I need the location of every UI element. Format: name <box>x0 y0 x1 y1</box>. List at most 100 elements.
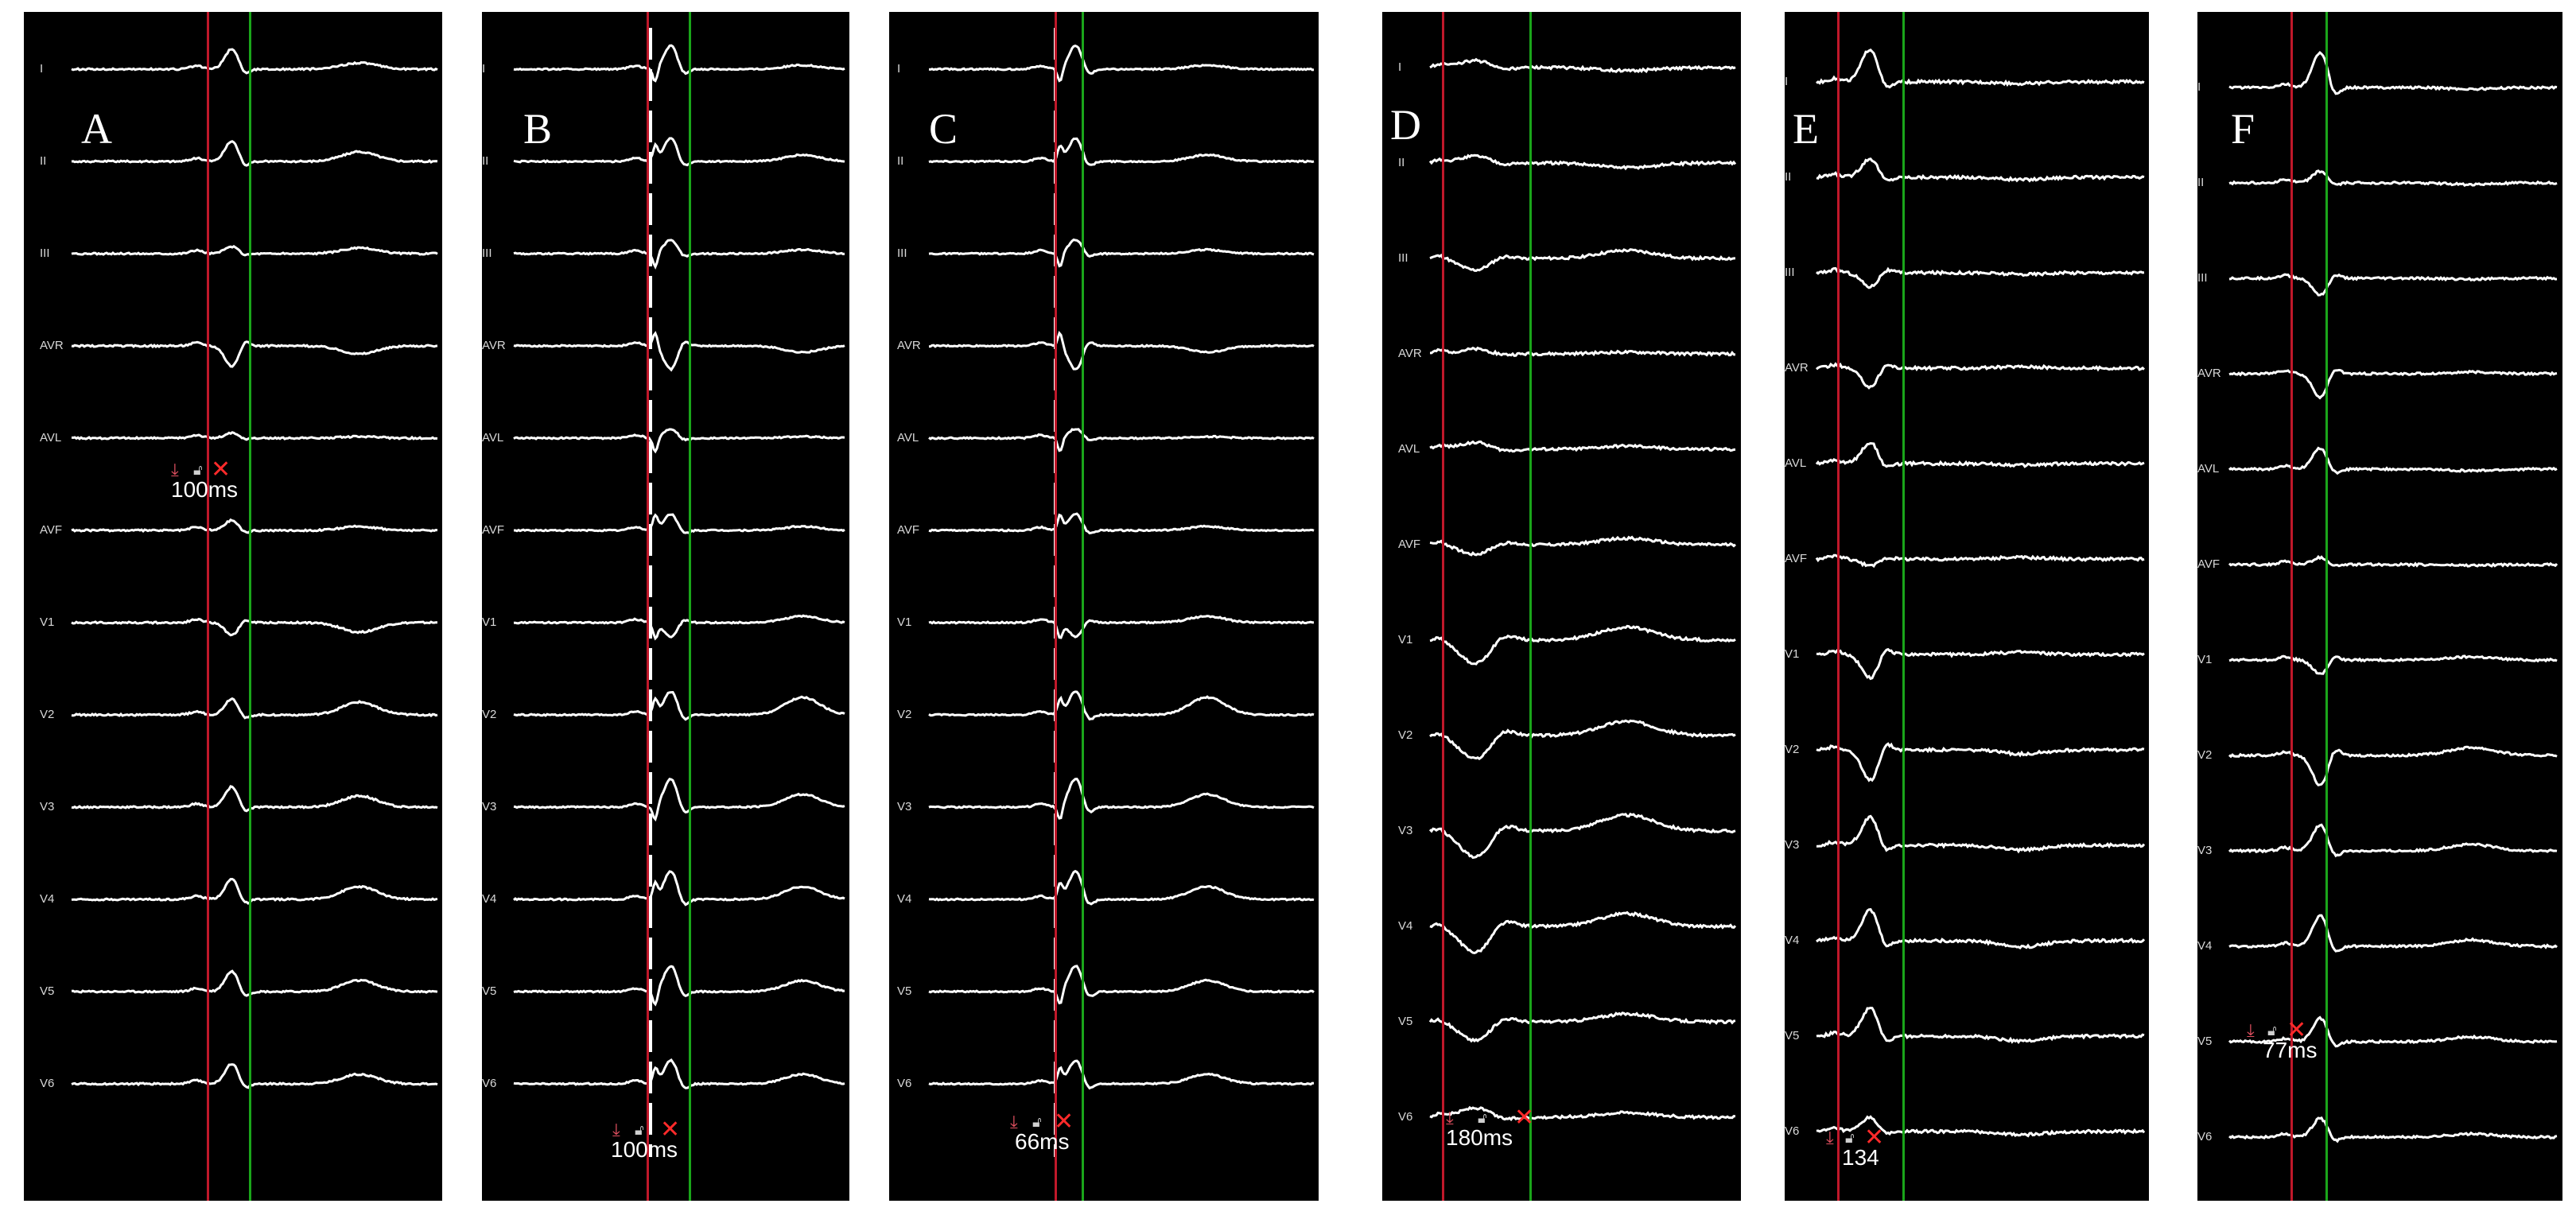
lock-icon[interactable]: 🔓︎ <box>1478 1110 1487 1126</box>
lead-label-iii: III <box>897 247 907 260</box>
close-icon[interactable]: ✕ <box>1054 1108 1074 1135</box>
panel-letter: D <box>1390 101 1421 149</box>
ecg-trace-v3 <box>1816 814 2146 854</box>
ecg-panel-c: C ⤓ 🔓︎ ✕ 66ms I II III AVR AVL AVF V1 V2 V3 V4 V5 V… <box>889 12 1319 1201</box>
lead-label-i: I <box>482 62 486 76</box>
ecg-trace-i <box>928 44 1315 83</box>
ecg-trace-v3 <box>71 785 438 813</box>
lead-label-avr: AVR <box>40 339 64 352</box>
ecg-trace-avr <box>2228 368 2558 400</box>
lead-label-ii: II <box>897 154 904 168</box>
green-marker-line[interactable] <box>249 12 251 1201</box>
green-marker-line[interactable] <box>2325 12 2328 1201</box>
download-icon[interactable]: ⤓ <box>612 1120 620 1140</box>
ecg-trace-i <box>1816 48 2145 89</box>
lead-label-v1: V1 <box>2197 653 2213 666</box>
green-marker-line[interactable] <box>1902 12 1905 1201</box>
ecg-trace-ii <box>513 137 845 167</box>
lead-label-ii: II <box>1398 156 1405 169</box>
close-icon[interactable]: ✕ <box>660 1116 681 1143</box>
download-icon[interactable]: ⤓ <box>1446 1108 1454 1128</box>
lock-icon[interactable]: 🔓︎ <box>193 462 203 478</box>
ecg-panel-a: A ⤓ 🔓︎ ✕ 100ms I II III AVR AVL AVF V1 V2 V3 V4 V5… <box>24 12 442 1201</box>
download-icon[interactable]: ⤓ <box>2247 1020 2255 1040</box>
ecg-trace-v1 <box>1429 624 1736 666</box>
ecg-trace-v1 <box>1816 647 2145 681</box>
panel-letter: E <box>1793 105 1819 153</box>
measurement-caliper[interactable]: ⤓ 🔓︎ ✕ 66ms <box>1010 1108 1105 1153</box>
lead-label-v1: V1 <box>482 615 497 629</box>
download-icon[interactable]: ⤓ <box>1826 1128 1834 1147</box>
lead-label-avf: AVF <box>2197 557 2220 571</box>
panel-letter: A <box>81 105 112 153</box>
ecg-trace-avf <box>1815 553 2145 569</box>
green-marker-line[interactable] <box>1082 12 1084 1201</box>
lead-label-v3: V3 <box>40 800 55 813</box>
download-icon[interactable]: ⤓ <box>1010 1112 1018 1132</box>
close-icon[interactable]: ✕ <box>1514 1105 1535 1131</box>
measurement-caliper[interactable]: ⤓ 🔓︎ ✕ 134 <box>1826 1124 1906 1169</box>
red-marker-line[interactable] <box>1055 12 1057 1201</box>
close-icon[interactable]: ✕ <box>2287 1017 2307 1043</box>
ecg-trace-v4 <box>928 869 1315 906</box>
green-marker-line[interactable] <box>1529 12 1532 1201</box>
close-icon[interactable]: ✕ <box>211 456 231 483</box>
ecg-panel-b: B ⤓ 🔓︎ ✕ 100ms I II III AVR AVL AVF V1 V2 V3 V4 V5… <box>482 12 849 1201</box>
ecg-trace-v6 <box>71 1063 438 1089</box>
lead-label-v4: V4 <box>40 892 55 906</box>
green-marker-line[interactable] <box>689 12 691 1201</box>
lead-label-v3: V3 <box>897 800 912 813</box>
ecg-trace-iii <box>1816 266 2145 289</box>
ecg-trace-avf <box>514 513 845 534</box>
lead-label-iii: III <box>482 247 492 260</box>
ecg-trace-iii <box>513 239 845 270</box>
panel-letter: F <box>2231 105 2255 153</box>
lead-label-avf: AVF <box>482 523 505 537</box>
lead-label-v5: V5 <box>482 984 497 998</box>
panel-letter: C <box>929 105 958 153</box>
lead-label-v2: V2 <box>2197 748 2213 762</box>
ecg-trace-v4 <box>71 877 438 905</box>
red-marker-line[interactable] <box>2290 12 2293 1201</box>
lead-label-v4: V4 <box>1785 934 1800 947</box>
lead-label-v4: V4 <box>482 892 497 906</box>
interval-value: 100ms <box>611 1137 678 1162</box>
lead-label-v4: V4 <box>1398 919 1413 933</box>
close-icon[interactable]: ✕ <box>1864 1124 1885 1151</box>
ecg-trace-v2 <box>2228 745 2558 786</box>
ecg-trace-avl <box>2228 446 2558 476</box>
lead-label-avr: AVR <box>1785 361 1809 375</box>
lock-icon[interactable]: 🔓︎ <box>1032 1114 1042 1130</box>
ecg-trace-avl <box>513 428 845 454</box>
measurement-caliper[interactable]: ⤓ 🔓︎ ✕ 100ms <box>611 1116 716 1161</box>
lock-icon[interactable]: 🔓︎ <box>1845 1130 1855 1146</box>
ecg-trace-v5 <box>2228 1015 2558 1048</box>
ecg-traces <box>513 28 845 1157</box>
red-marker-line[interactable] <box>1442 12 1444 1201</box>
lead-label-v6: V6 <box>482 1077 497 1090</box>
ecg-trace-i <box>1429 57 1736 74</box>
measurement-caliper[interactable]: ⤓ 🔓︎ ✕ 180ms <box>1446 1105 1549 1149</box>
measurement-caliper[interactable]: ⤓ 🔓︎ ✕ 100ms <box>171 456 274 501</box>
ecg-trace-v4 <box>1429 910 1737 955</box>
red-marker-line[interactable] <box>207 12 209 1201</box>
lead-label-ii: II <box>40 154 47 168</box>
red-marker-line[interactable] <box>647 12 649 1201</box>
red-marker-line[interactable] <box>1837 12 1840 1201</box>
ecg-trace-ii <box>2228 169 2558 188</box>
lead-label-avr: AVR <box>482 339 506 352</box>
download-icon[interactable]: ⤓ <box>171 460 179 479</box>
lead-label-v3: V3 <box>2197 844 2213 857</box>
ecg-trace-i <box>513 44 845 83</box>
lead-label-avf: AVF <box>1785 552 1808 565</box>
lock-icon[interactable]: 🔓︎ <box>2267 1023 2277 1039</box>
ecg-trace-avf <box>1429 535 1737 557</box>
ecg-trace-i <box>71 48 438 75</box>
lead-label-v5: V5 <box>2197 1035 2213 1048</box>
lead-label-iii: III <box>40 247 50 260</box>
ecg-trace-v5 <box>1816 1006 2145 1045</box>
ecg-trace-v6 <box>1816 1115 2146 1138</box>
measurement-caliper[interactable]: ⤓ 🔓︎ ✕ 77ms <box>2247 1017 2334 1062</box>
lock-icon[interactable]: 🔓︎ <box>635 1122 644 1138</box>
lead-label-v1: V1 <box>40 615 55 629</box>
